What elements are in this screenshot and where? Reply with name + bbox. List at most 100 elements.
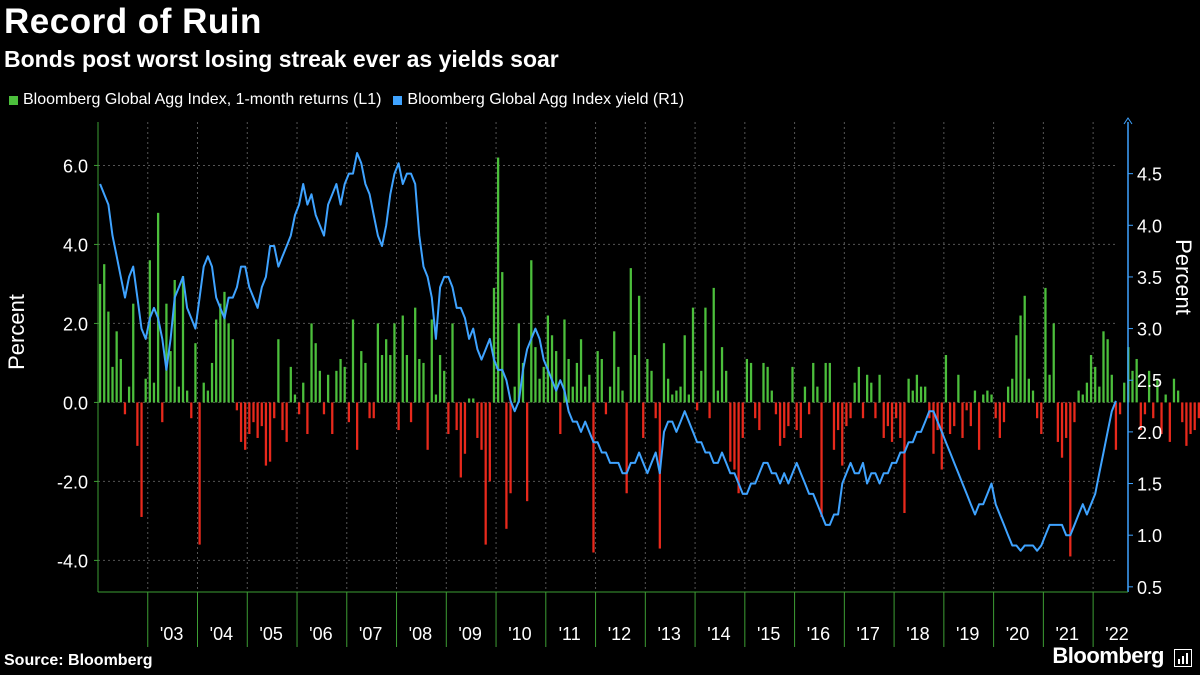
return-bar <box>260 402 263 427</box>
return-bar <box>803 386 807 403</box>
return-bar <box>273 402 276 419</box>
return-bars <box>98 157 1200 557</box>
return-bar <box>505 402 508 529</box>
return-bar <box>244 402 247 450</box>
return-bar <box>567 358 570 403</box>
axes <box>94 117 1133 647</box>
return-bar <box>799 402 802 438</box>
return-bar <box>1056 402 1060 442</box>
return-bar <box>679 386 682 403</box>
return-bar <box>447 402 450 435</box>
return-bar <box>277 339 280 403</box>
return-bar <box>1189 402 1192 435</box>
year-label: '09 <box>458 624 481 644</box>
return-bar <box>297 402 301 415</box>
return-bar <box>1094 366 1097 403</box>
return-bar <box>588 374 591 403</box>
return-bar <box>484 402 487 545</box>
return-bar <box>1069 402 1072 557</box>
return-bar <box>1081 394 1084 403</box>
return-bar <box>206 390 210 403</box>
return-bar <box>215 319 218 403</box>
axis-labels: -4.0 -2.0 0.0 2.0 4.0 6.0 0.5 1.0 1.5 2.0 2.5 3.0 3.… <box>4 156 1196 644</box>
chart-subtitle: Bonds post worst losing streak ever as y… <box>4 46 559 72</box>
return-bar <box>318 370 321 403</box>
return-bar <box>555 351 558 403</box>
return-bar <box>459 402 462 478</box>
return-bar <box>372 402 375 419</box>
return-bar <box>948 402 952 435</box>
return-bar <box>604 402 608 415</box>
yield-line <box>99 152 1117 552</box>
return-bar <box>687 394 690 403</box>
left-tick-label: -4.0 <box>57 551 88 571</box>
return-bar <box>496 157 500 403</box>
return-bar <box>977 402 981 450</box>
return-bar <box>915 374 919 403</box>
return-bar <box>517 323 520 403</box>
return-bar <box>1065 402 1068 438</box>
return-bar <box>961 402 964 438</box>
year-label: '21 <box>1056 624 1079 644</box>
return-bar <box>849 402 852 419</box>
return-bar <box>451 323 454 403</box>
bloomberg-logo-icon <box>1174 649 1192 667</box>
return-bar <box>103 264 106 403</box>
return-bar <box>463 402 467 454</box>
return-bar <box>671 394 674 403</box>
return-bar <box>895 402 898 419</box>
return-bar <box>824 362 827 403</box>
return-bar <box>385 339 388 403</box>
return-bar <box>264 402 268 466</box>
return-bar <box>579 339 583 403</box>
return-bar <box>521 362 525 403</box>
return-bar <box>1152 402 1155 419</box>
return-bar <box>480 402 483 450</box>
return-bar <box>816 386 819 403</box>
return-bar <box>501 272 504 403</box>
return-bar <box>161 402 164 423</box>
return-bar <box>335 370 338 403</box>
return-bar <box>513 386 516 403</box>
return-bar <box>563 319 566 403</box>
return-bar <box>820 402 823 517</box>
return-bar <box>986 390 989 403</box>
return-bar <box>812 362 815 403</box>
return-bar <box>488 402 491 482</box>
return-bar <box>704 307 707 403</box>
legend-item-yield: Bloomberg Global Agg Index yield (R1) <box>393 91 684 109</box>
return-bar <box>1052 323 1055 403</box>
return-bar <box>1106 339 1109 403</box>
return-bar <box>924 386 927 403</box>
return-bar <box>376 323 380 403</box>
return-bar <box>227 323 230 403</box>
return-bar <box>650 370 653 403</box>
return-bar <box>957 374 960 403</box>
return-bar <box>443 370 446 403</box>
return-bar <box>571 386 574 403</box>
return-bar <box>737 402 740 494</box>
return-bar <box>1123 382 1126 403</box>
return-bar <box>700 370 703 403</box>
return-bar <box>98 283 102 403</box>
return-bar <box>364 362 367 403</box>
return-bar <box>621 390 624 403</box>
right-tick-label: 4.5 <box>1137 165 1162 185</box>
return-bar <box>783 402 786 438</box>
return-bar <box>932 402 935 454</box>
return-bar <box>1044 287 1047 403</box>
return-bar <box>418 358 421 403</box>
return-bar <box>965 402 968 411</box>
return-bar <box>210 362 214 403</box>
right-tick-label: 3.5 <box>1137 268 1162 288</box>
return-bar <box>845 402 848 427</box>
return-bar <box>219 303 222 403</box>
left-tick-label: 2.0 <box>63 314 88 334</box>
return-bar <box>608 386 612 403</box>
source-note: Source: Bloomberg <box>4 652 153 669</box>
legend-label-returns: Bloomberg Global Agg Index, 1-month retu… <box>23 91 382 108</box>
return-bar <box>633 355 637 403</box>
return-bar <box>144 378 147 403</box>
return-bar <box>409 402 413 423</box>
return-bar <box>1089 355 1093 403</box>
